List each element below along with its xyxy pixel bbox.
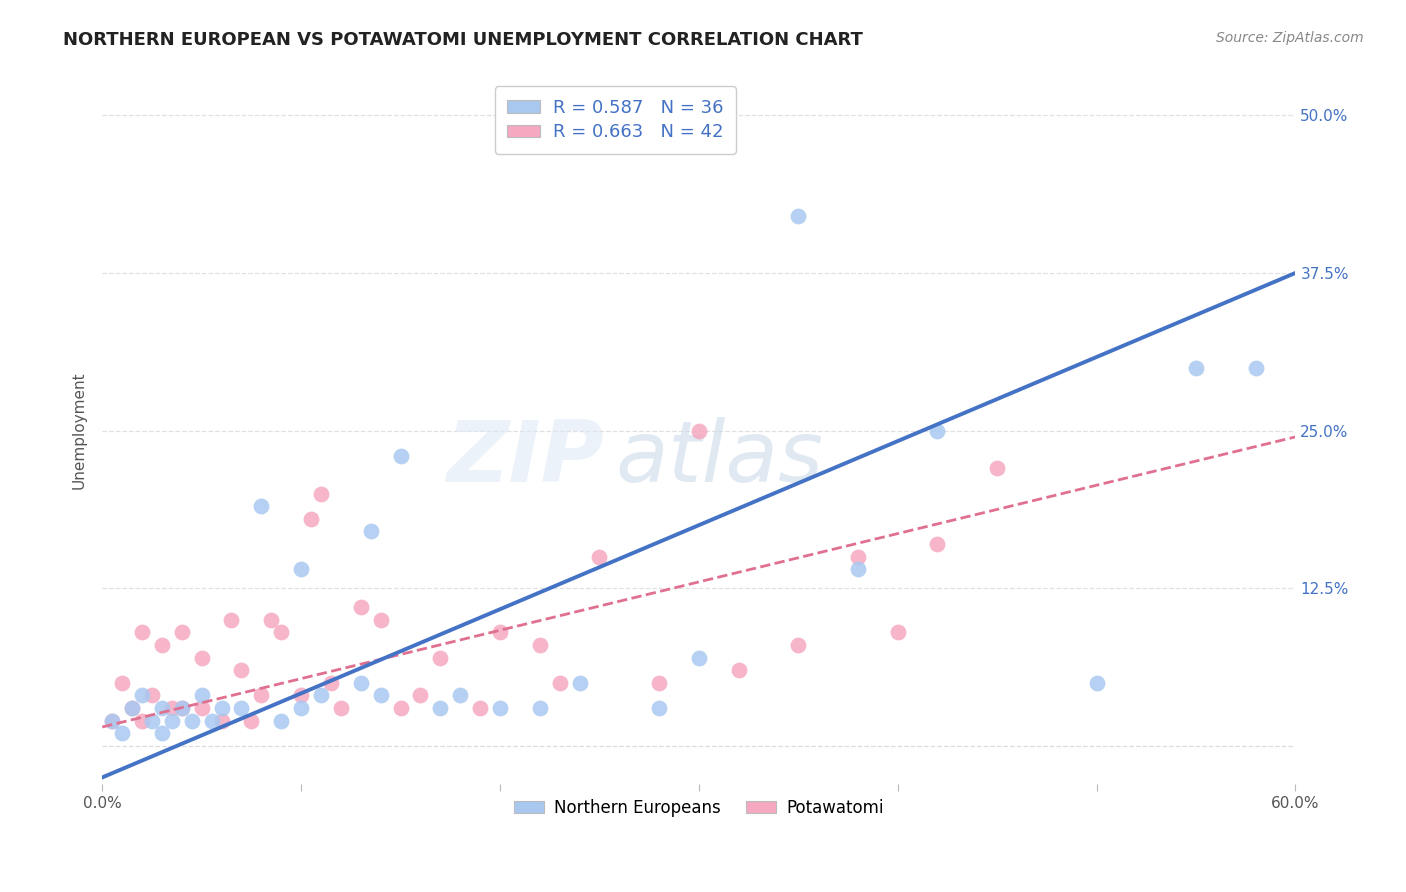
Text: NORTHERN EUROPEAN VS POTAWATOMI UNEMPLOYMENT CORRELATION CHART: NORTHERN EUROPEAN VS POTAWATOMI UNEMPLOY… [63, 31, 863, 49]
Point [886, 625, 908, 640]
Point [429, 650, 451, 665]
Point [309, 689, 332, 703]
Point [409, 689, 432, 703]
Point [588, 549, 610, 564]
Point [489, 625, 512, 640]
Point [270, 714, 292, 728]
Point [290, 689, 312, 703]
Point [121, 701, 143, 715]
Point [111, 726, 134, 740]
Point [211, 714, 233, 728]
Point [111, 676, 134, 690]
Point [131, 625, 153, 640]
Point [231, 663, 253, 677]
Point [846, 549, 869, 564]
Y-axis label: Unemployment: Unemployment [72, 372, 86, 490]
Point [529, 638, 551, 652]
Point [170, 701, 193, 715]
Point [389, 701, 412, 715]
Point [211, 701, 233, 715]
Point [150, 701, 173, 715]
Point [370, 613, 392, 627]
Point [231, 701, 253, 715]
Point [489, 701, 512, 715]
Point [319, 676, 342, 690]
Point [370, 689, 392, 703]
Point [1244, 360, 1267, 375]
Point [121, 701, 143, 715]
Text: ZIP: ZIP [446, 417, 603, 500]
Point [468, 701, 491, 715]
Point [141, 714, 163, 728]
Point [190, 650, 212, 665]
Point [250, 689, 273, 703]
Point [309, 486, 332, 500]
Point [270, 625, 292, 640]
Point [688, 650, 710, 665]
Point [290, 701, 312, 715]
Point [170, 625, 193, 640]
Point [429, 701, 451, 715]
Point [389, 449, 412, 463]
Point [350, 676, 373, 690]
Point [190, 701, 212, 715]
Point [648, 701, 671, 715]
Point [688, 424, 710, 438]
Point [927, 424, 949, 438]
Point [350, 600, 373, 615]
Point [141, 689, 163, 703]
Point [787, 209, 810, 223]
Point [290, 562, 312, 576]
Point [927, 537, 949, 551]
Text: Source: ZipAtlas.com: Source: ZipAtlas.com [1216, 31, 1364, 45]
Point [101, 714, 124, 728]
Point [260, 613, 283, 627]
Point [221, 613, 243, 627]
Point [200, 714, 222, 728]
Point [449, 689, 471, 703]
Point [101, 714, 124, 728]
Point [846, 562, 869, 576]
Point [250, 500, 273, 514]
Point [160, 714, 183, 728]
Point [727, 663, 749, 677]
Point [131, 714, 153, 728]
Point [150, 638, 173, 652]
Point [787, 638, 810, 652]
Text: atlas: atlas [616, 417, 824, 500]
Point [529, 701, 551, 715]
Point [1185, 360, 1208, 375]
Point [150, 726, 173, 740]
Point [568, 676, 591, 690]
Legend: Northern Europeans, Potawatomi: Northern Europeans, Potawatomi [506, 790, 891, 825]
Point [240, 714, 263, 728]
Point [299, 512, 322, 526]
Point [329, 701, 352, 715]
Point [190, 689, 212, 703]
Point [360, 524, 382, 539]
Point [648, 676, 671, 690]
Point [170, 701, 193, 715]
Point [986, 461, 1008, 475]
Point [131, 689, 153, 703]
Point [180, 714, 202, 728]
Point [160, 701, 183, 715]
Point [548, 676, 571, 690]
Point [1085, 676, 1108, 690]
